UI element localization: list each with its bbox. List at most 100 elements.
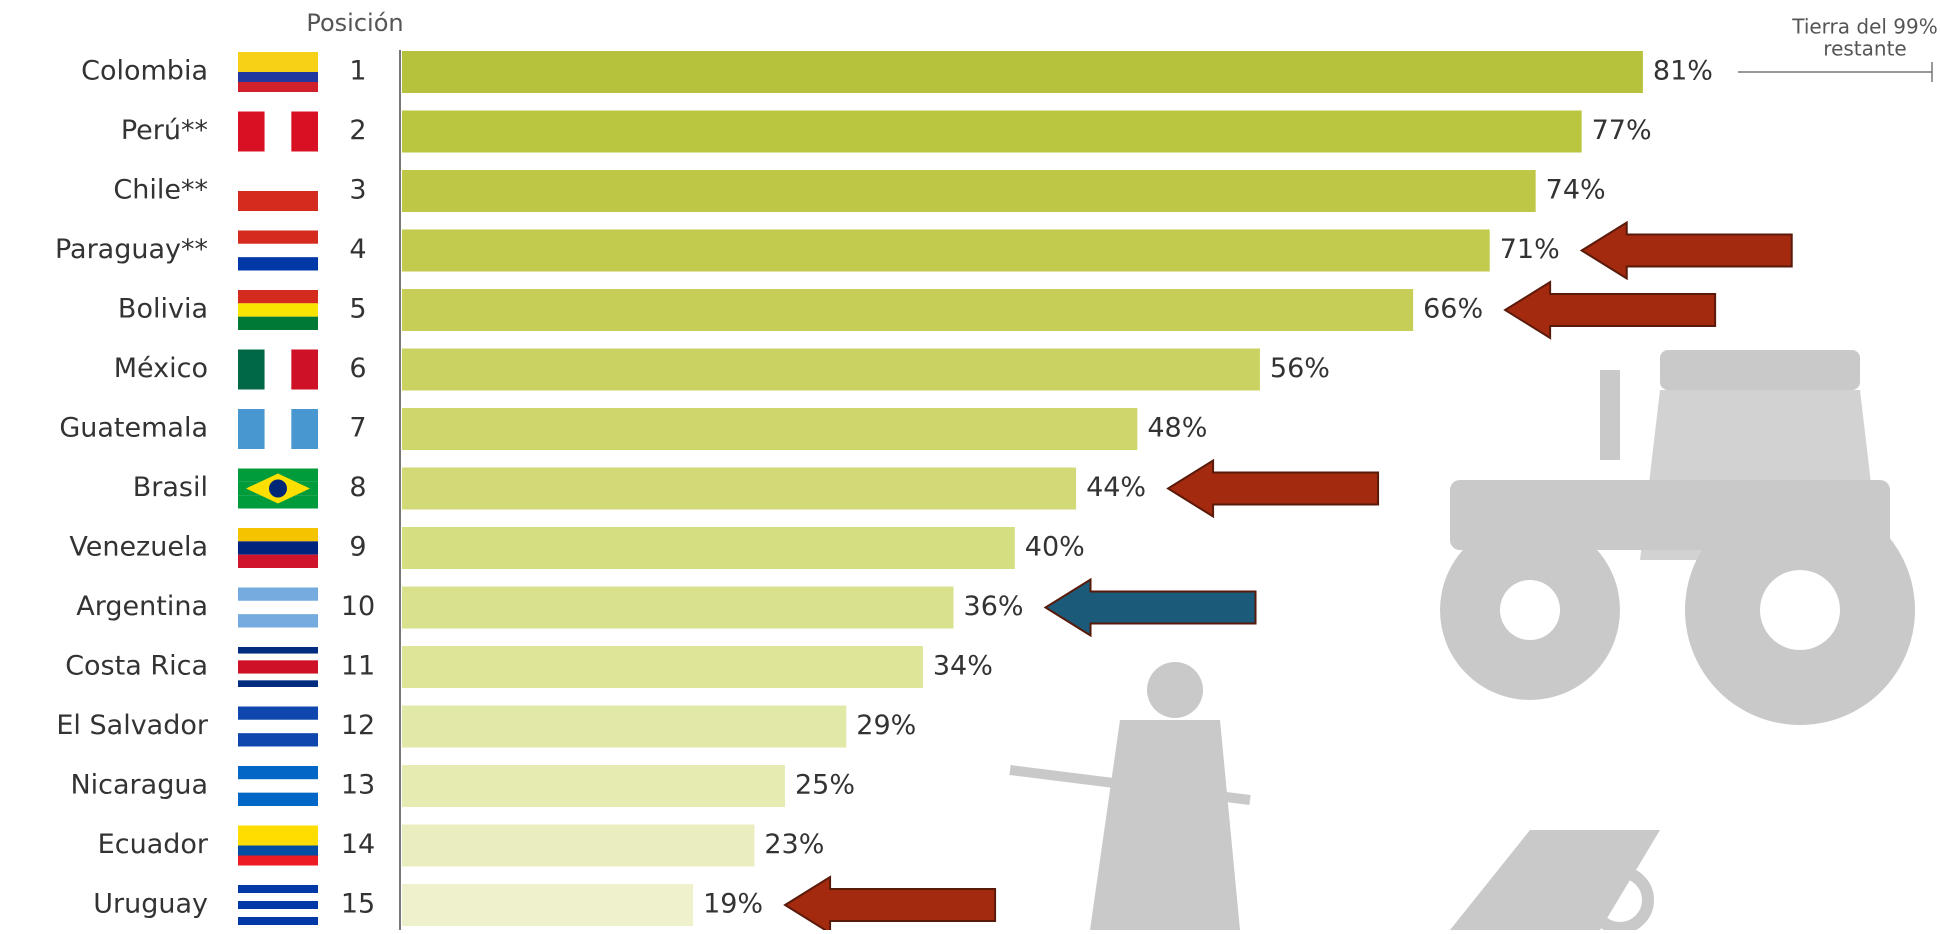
flag bbox=[238, 909, 318, 917]
value-label: 48% bbox=[1147, 413, 1207, 444]
flag bbox=[238, 600, 318, 615]
value-label: 36% bbox=[964, 591, 1024, 622]
arrow bbox=[1166, 458, 1380, 519]
annotation: Tierra del 99% bbox=[1791, 15, 1938, 39]
flag bbox=[238, 349, 265, 390]
flag bbox=[238, 667, 318, 674]
flag bbox=[238, 835, 318, 846]
flag bbox=[238, 885, 318, 893]
category-label: Venezuela bbox=[69, 532, 208, 563]
bar bbox=[402, 229, 1490, 272]
header: Posición bbox=[306, 9, 403, 37]
bar bbox=[402, 110, 1582, 153]
position-label: 5 bbox=[349, 294, 366, 325]
flag bbox=[238, 917, 318, 925]
flag bbox=[238, 792, 318, 806]
flag bbox=[238, 587, 318, 601]
flag bbox=[238, 554, 318, 568]
position-label: 15 bbox=[341, 889, 375, 920]
flag bbox=[238, 855, 318, 866]
flag bbox=[238, 243, 318, 258]
value-label: 23% bbox=[764, 829, 824, 860]
position-label: 12 bbox=[341, 710, 375, 741]
value-label: 40% bbox=[1025, 532, 1085, 563]
flag bbox=[238, 82, 318, 92]
bar bbox=[402, 289, 1414, 331]
flag bbox=[238, 290, 318, 304]
category-label: Ecuador bbox=[98, 829, 209, 860]
flag bbox=[238, 845, 318, 856]
bar bbox=[402, 765, 785, 807]
category-label: México bbox=[114, 353, 208, 384]
category-label: Argentina bbox=[76, 591, 208, 622]
bar bbox=[402, 51, 1643, 93]
bar bbox=[402, 824, 755, 867]
flag bbox=[238, 171, 318, 191]
position-label: 9 bbox=[349, 532, 366, 563]
value-label: 29% bbox=[856, 710, 916, 741]
bar bbox=[402, 408, 1138, 450]
category-label: Uruguay bbox=[93, 889, 208, 920]
flag bbox=[238, 653, 318, 661]
flag bbox=[238, 733, 318, 747]
flag bbox=[238, 230, 318, 244]
arrow bbox=[1043, 577, 1257, 638]
value-label: 74% bbox=[1546, 175, 1606, 206]
flag bbox=[264, 111, 292, 152]
category-label: Guatemala bbox=[59, 413, 208, 444]
flag bbox=[238, 766, 318, 780]
bar bbox=[402, 705, 847, 748]
value-label: 56% bbox=[1270, 353, 1330, 384]
flag bbox=[238, 72, 318, 82]
position-label: 11 bbox=[341, 651, 375, 682]
value-label: 81% bbox=[1653, 56, 1713, 87]
value-label: 71% bbox=[1500, 234, 1560, 265]
annotation: restante bbox=[1823, 37, 1906, 61]
flag bbox=[238, 647, 318, 654]
flag bbox=[291, 409, 318, 449]
category-label: El Salvador bbox=[56, 710, 209, 741]
value-label: 66% bbox=[1423, 294, 1483, 325]
bar bbox=[402, 527, 1015, 569]
flag bbox=[238, 680, 318, 687]
bar bbox=[402, 170, 1536, 212]
flag bbox=[238, 614, 318, 628]
position-label: 8 bbox=[349, 472, 366, 503]
flag bbox=[238, 660, 318, 667]
value-label: 44% bbox=[1086, 472, 1146, 503]
flag bbox=[238, 706, 318, 720]
bar bbox=[402, 646, 923, 688]
flag bbox=[238, 528, 318, 542]
value-label: 25% bbox=[795, 770, 855, 801]
arrow bbox=[1503, 280, 1717, 340]
bar bbox=[402, 586, 954, 629]
position-label: 4 bbox=[349, 234, 366, 265]
flag bbox=[238, 316, 318, 330]
decoration bbox=[1009, 350, 1915, 934]
category-label: Bolivia bbox=[118, 294, 208, 325]
position-label: 10 bbox=[341, 591, 375, 622]
flag bbox=[238, 719, 318, 734]
flag bbox=[291, 349, 318, 390]
category-label: Perú** bbox=[121, 115, 208, 146]
flag bbox=[238, 111, 265, 152]
flag bbox=[238, 303, 318, 317]
position-label: 14 bbox=[341, 829, 375, 860]
category-label: Colombia bbox=[81, 56, 208, 87]
flag bbox=[238, 191, 318, 211]
flag bbox=[238, 893, 318, 901]
position-label: 7 bbox=[349, 413, 366, 444]
bar bbox=[402, 884, 694, 926]
flag bbox=[264, 409, 292, 449]
category-label: Nicaragua bbox=[70, 770, 208, 801]
arrow bbox=[783, 875, 997, 934]
category-label: Chile** bbox=[113, 175, 208, 206]
value-label: 77% bbox=[1592, 115, 1652, 146]
position-label: 3 bbox=[349, 175, 366, 206]
flag bbox=[269, 479, 287, 498]
flag bbox=[291, 111, 318, 152]
flag bbox=[264, 349, 292, 390]
position-label: 6 bbox=[349, 353, 366, 384]
value-label: 34% bbox=[933, 651, 993, 682]
